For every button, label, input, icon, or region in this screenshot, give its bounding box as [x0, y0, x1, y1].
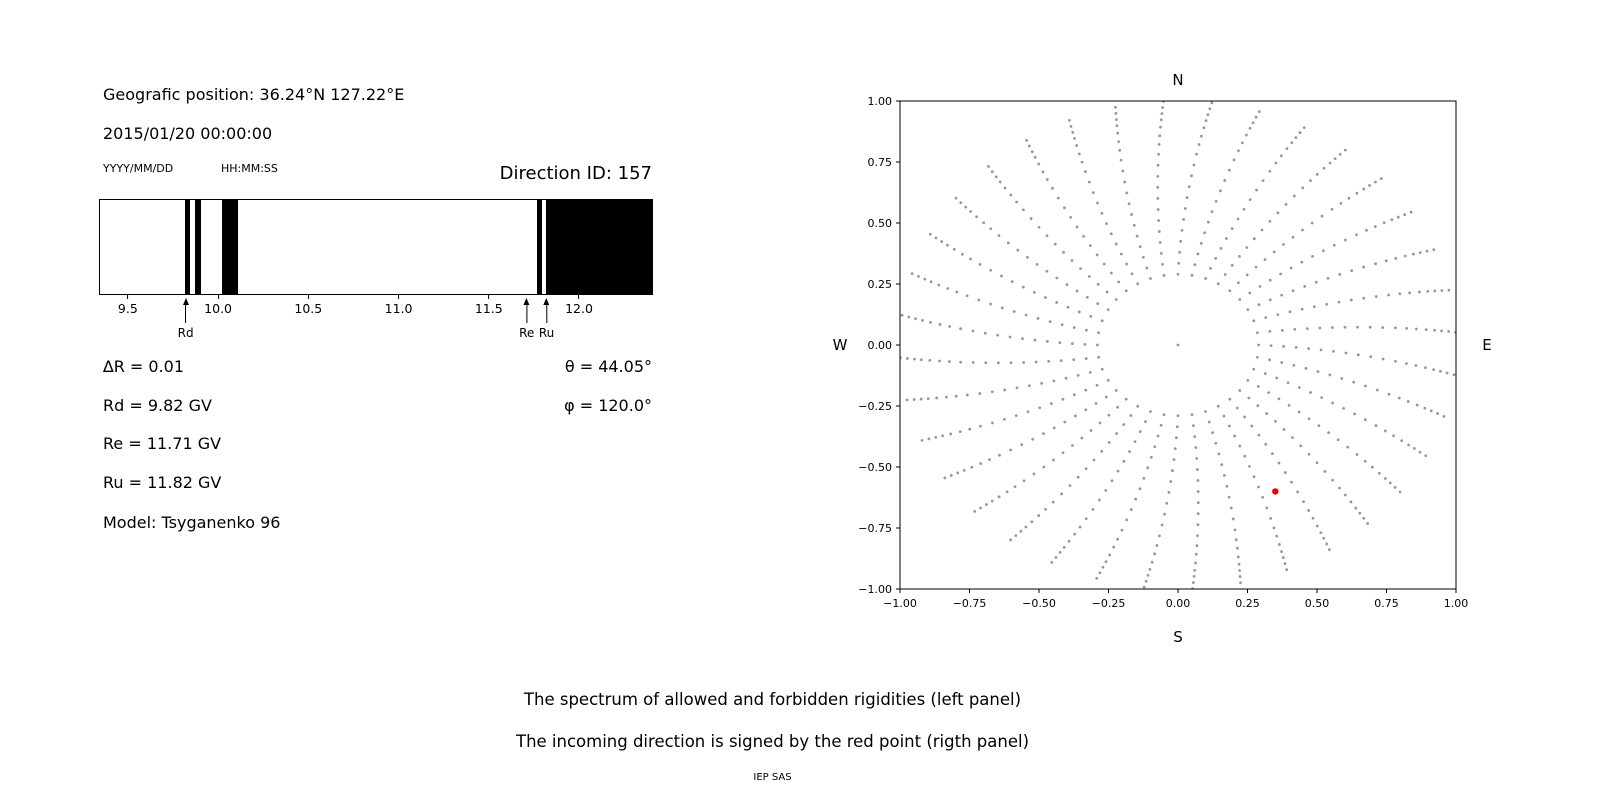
- re-label: Re = 11.71 GV: [103, 434, 222, 453]
- svg-text:−0.50: −0.50: [1022, 597, 1056, 610]
- x-tick: 10.0: [204, 295, 232, 316]
- svg-text:−0.25: −0.25: [1092, 597, 1126, 610]
- tick-mark: [217, 295, 219, 299]
- allowed-band: [222, 200, 239, 294]
- x-tick: 10.5: [294, 295, 322, 316]
- arrow-up-icon: [543, 298, 550, 305]
- arrow-stem: [545, 304, 548, 323]
- tick-label: 11.5: [474, 301, 503, 316]
- svg-text:0.75: 0.75: [868, 156, 893, 169]
- svg-text:−1.00: −1.00: [858, 583, 892, 596]
- cutoff-label: Re: [519, 326, 535, 340]
- allowed-band: [184, 200, 190, 294]
- tick-label: 12.0: [565, 301, 593, 316]
- svg-text:0.00: 0.00: [868, 339, 893, 352]
- spectrum-cutoff-markers: Rd Re Ru: [99, 296, 653, 352]
- cutoff-marker-ru: Ru: [539, 298, 554, 340]
- tick-mark: [398, 295, 400, 299]
- model-label: Model: Tsyganenko 96: [103, 513, 281, 532]
- theta-label: θ = 44.05°: [564, 357, 652, 376]
- tick-label: 10.5: [294, 301, 323, 316]
- arrow-stem: [184, 304, 187, 323]
- tick-mark: [578, 295, 580, 299]
- cutoff-marker-rd: Rd: [178, 298, 194, 340]
- cutoff-marker-re: Re: [519, 298, 534, 340]
- allowed-band: [536, 200, 543, 294]
- svg-text:0.50: 0.50: [1305, 597, 1330, 610]
- direction-id-label: Direction ID: 157: [499, 163, 652, 184]
- datetime-label: 2015/01/20 00:00:00: [103, 124, 273, 143]
- x-tick: 9.5: [118, 295, 138, 316]
- rd-label: Rd = 9.82 GV: [103, 396, 212, 415]
- caption-line-2: The incoming direction is signed by the …: [515, 732, 1030, 751]
- red-direction-point: [1272, 488, 1279, 495]
- x-tick: 12.0: [565, 295, 593, 316]
- delta-r-label: ∆R = 0.01: [103, 357, 185, 376]
- gray-direction-dots: [900, 101, 1456, 589]
- x-tick: 11.5: [475, 295, 503, 316]
- svg-text:1.00: 1.00: [1444, 597, 1469, 610]
- cutoff-label: Rd: [177, 326, 194, 340]
- compass-south-label: S: [1173, 628, 1183, 646]
- svg-text:−0.50: −0.50: [858, 461, 892, 474]
- phi-label: φ = 120.0°: [564, 396, 652, 415]
- compass-east-label: E: [1482, 336, 1491, 354]
- time-format-label: HH:MM:SS: [221, 162, 278, 175]
- figure-caption: The spectrum of allowed and forbidden ri…: [0, 679, 1545, 783]
- x-axis-ticks: −1.00 −0.75 −0.50 −0.25 0.00 0.25 0.50 0.75 1.00: [883, 589, 1468, 610]
- compass-west-label: W: [833, 336, 848, 354]
- ru-label: Ru = 11.82 GV: [103, 473, 222, 492]
- allowed-band: [195, 200, 201, 294]
- cutoff-label: Ru: [538, 326, 555, 340]
- arrow-up-icon: [523, 298, 530, 305]
- svg-text:0.00: 0.00: [1166, 597, 1191, 610]
- direction-map-plot: −1.00 −0.75 −0.50 −0.25 0.00 0.25 0.50 0.75 1.00…: [833, 71, 1492, 646]
- tick-mark: [127, 295, 129, 299]
- svg-text:0.50: 0.50: [868, 217, 893, 230]
- svg-text:−0.25: −0.25: [858, 400, 892, 413]
- compass-north-label: N: [1172, 71, 1183, 89]
- svg-text:0.25: 0.25: [868, 278, 893, 291]
- svg-text:−1.00: −1.00: [883, 597, 917, 610]
- credit-label: IEP SAS: [753, 772, 792, 783]
- rigidity-spectrum-plot: [99, 199, 653, 295]
- spectrum-x-axis: 9.5 10.0 10.5 11.0 11.5 12.0: [99, 295, 653, 319]
- date-format-label: YYYY/MM/DD: [103, 162, 174, 175]
- arrow-stem: [526, 304, 528, 323]
- svg-text:0.25: 0.25: [1235, 597, 1260, 610]
- svg-text:−0.75: −0.75: [858, 522, 892, 535]
- svg-text:−0.75: −0.75: [953, 597, 987, 610]
- arrow-up-icon: [182, 298, 189, 305]
- allowed-band: [545, 200, 652, 294]
- svg-text:1.00: 1.00: [868, 95, 893, 108]
- tick-mark: [488, 295, 490, 299]
- geographic-position-label: Geografic position: 36.24°N 127.22°E: [103, 85, 405, 104]
- tick-mark: [307, 295, 309, 299]
- tick-label: 9.5: [117, 301, 138, 316]
- plot-frame: [899, 100, 1457, 590]
- y-axis-ticks: 1.00 0.75 0.50 0.25 0.00 −0.25 −0.50 −0.75 −1.00: [858, 95, 900, 596]
- tick-label: 11.0: [384, 301, 413, 316]
- svg-text:0.75: 0.75: [1374, 597, 1399, 610]
- caption-line-1: The spectrum of allowed and forbidden ri…: [523, 690, 1022, 709]
- x-tick: 11.0: [384, 295, 413, 316]
- tick-label: 10.0: [204, 301, 233, 316]
